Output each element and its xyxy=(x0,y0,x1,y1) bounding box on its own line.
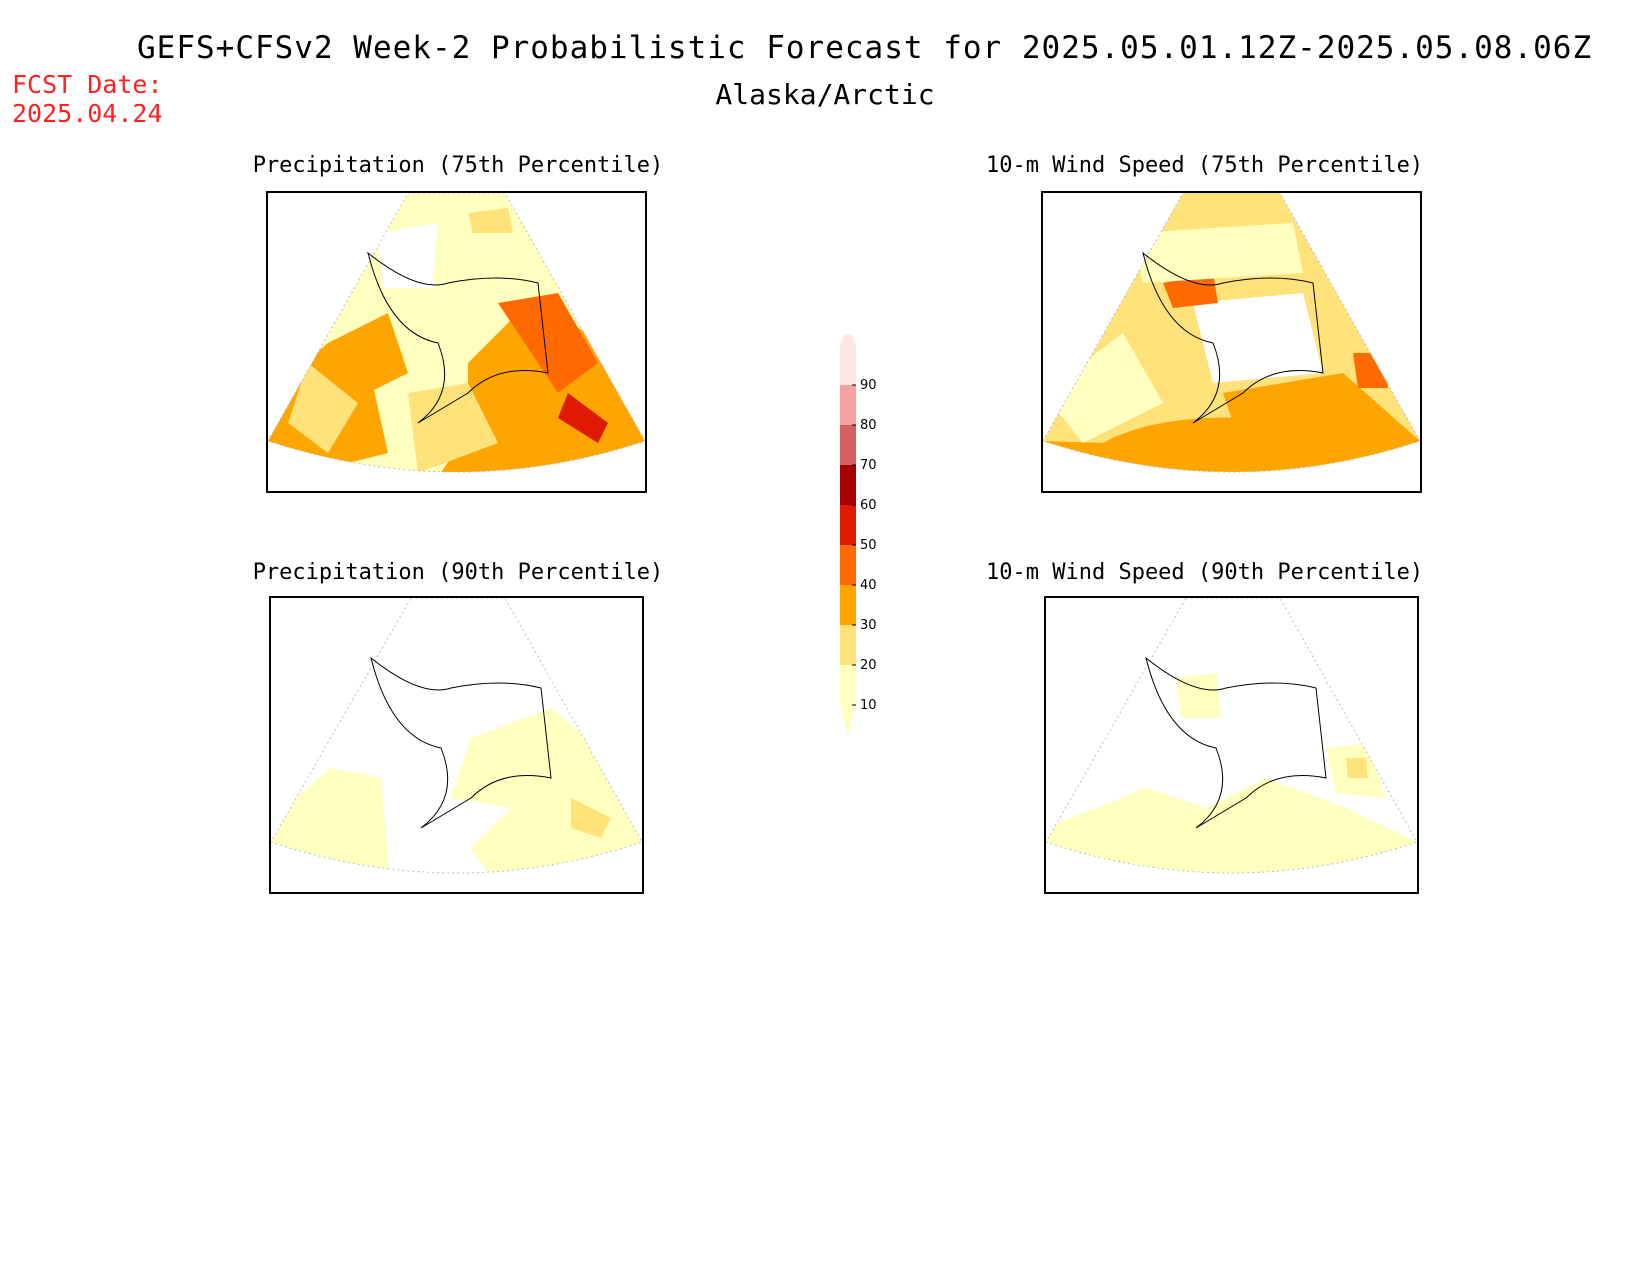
colorbar-tick-label: 80 xyxy=(860,418,877,433)
colorbar-high-extension xyxy=(840,335,856,345)
colorbar-swatch xyxy=(840,425,856,465)
forecast-date-block: FCST Date: 2025.04.24 xyxy=(12,70,163,128)
forecast-date-label: FCST Date: xyxy=(12,70,163,99)
colorbar-tick-label: 50 xyxy=(860,538,877,553)
colorbar-tick-label: 10 xyxy=(860,698,877,713)
colorbar-tick-label: 70 xyxy=(860,458,877,473)
colorbar-low-extension xyxy=(840,705,856,735)
map-panel-precip-90 xyxy=(269,596,644,894)
colorbar-swatch xyxy=(840,585,856,625)
panel-title-wind-90: 10-m Wind Speed (90th Percentile) xyxy=(986,560,1424,585)
colorbar-swatch xyxy=(840,345,856,385)
forecast-date-value: 2025.04.24 xyxy=(12,99,163,128)
colorbar-tick-label: 30 xyxy=(860,618,877,633)
colorbar-tick-label: 20 xyxy=(860,658,877,673)
map-panel-precip-75 xyxy=(266,191,647,493)
colorbar-swatch xyxy=(840,465,856,505)
panel-title-precip-90: Precipitation (90th Percentile) xyxy=(252,560,664,585)
colorbar-swatch xyxy=(840,545,856,585)
map-panel-wind-90 xyxy=(1044,596,1419,894)
colorbar: 10 20 30 40 50 60 70 80 90 xyxy=(840,335,877,735)
colorbar-swatch xyxy=(840,385,856,425)
colorbar-swatch xyxy=(840,665,856,705)
map-panel-wind-75 xyxy=(1041,191,1422,493)
region-title: Alaska/Arctic xyxy=(715,78,935,111)
colorbar-swatch xyxy=(840,625,856,665)
panel-title-precip-75: Precipitation (75th Percentile) xyxy=(252,153,664,178)
colorbar-tick-label: 60 xyxy=(860,498,877,513)
colorbar-swatch xyxy=(840,505,856,545)
panel-title-wind-75: 10-m Wind Speed (75th Percentile) xyxy=(986,153,1424,178)
colorbar-tick-label: 40 xyxy=(860,578,877,593)
colorbar-tick-label: 90 xyxy=(860,378,877,393)
